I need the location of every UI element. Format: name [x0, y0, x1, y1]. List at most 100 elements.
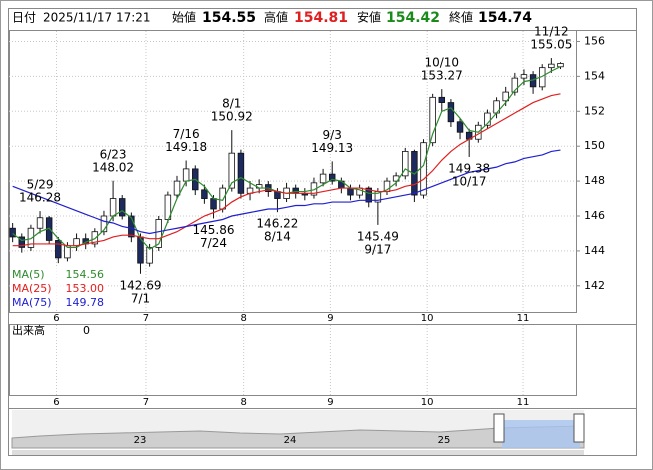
x-tick-label: 7	[143, 313, 149, 324]
candle-body	[484, 112, 491, 126]
legend-name: MA(5)	[12, 268, 45, 281]
candle-body	[502, 91, 509, 102]
annotation-value: 149.13	[311, 141, 353, 155]
y-tick-label: 154	[584, 69, 605, 82]
annotation-value: 145.49	[357, 229, 399, 243]
candle-body	[456, 121, 464, 133]
annotation-value: 150.92	[211, 110, 253, 124]
candle-body	[91, 231, 99, 245]
candle-body	[557, 63, 564, 68]
y-tick-label: 150	[584, 139, 605, 152]
candle-body	[319, 173, 327, 184]
legend-name: MA(25)	[12, 282, 52, 295]
candle-body	[511, 77, 519, 93]
navigator-selection[interactable]	[502, 420, 580, 448]
header: 日付 2025/11/17 17:21 始値 154.55 高値 154.81 …	[12, 10, 532, 27]
candle-body	[155, 219, 162, 248]
annotation-value: 153.27	[421, 69, 463, 83]
x-tick-label: 8	[240, 313, 246, 324]
ma-line	[12, 93, 561, 247]
navigator-handle[interactable]	[493, 413, 505, 443]
annotation-value: 149.38	[448, 162, 490, 176]
x-tick-label: 11	[517, 397, 530, 408]
annotation-date: 8/1	[222, 97, 241, 111]
volume-frame	[9, 324, 577, 396]
scrollbar[interactable]	[12, 450, 584, 455]
candle-body	[201, 189, 208, 199]
candle-body	[402, 151, 409, 177]
candle-body	[447, 102, 455, 123]
candle-body	[274, 191, 281, 199]
annotation-date: 8/14	[264, 230, 291, 244]
annotation-date: 10/17	[452, 175, 487, 189]
datetime: 2025/11/17 17:21	[43, 11, 151, 25]
y-tick-label: 146	[584, 209, 605, 222]
navigator-handle[interactable]	[573, 413, 585, 443]
candle-body	[18, 236, 26, 248]
panel-frame	[8, 8, 637, 456]
candle-body	[36, 217, 44, 229]
y-tick-label: 148	[584, 174, 605, 187]
x-tick-label: 9	[327, 397, 333, 408]
candle-body	[128, 215, 135, 238]
candle-body	[420, 142, 427, 196]
x-tick-label: 9	[327, 313, 333, 324]
close-label: 終値	[449, 10, 473, 25]
annotation-value: 148.02	[92, 160, 134, 174]
y-tick-label: 144	[584, 244, 605, 257]
candle-body	[237, 152, 245, 194]
candle-body	[73, 238, 80, 247]
annotation-date: 11/12	[534, 25, 569, 39]
x-tick-label: 10	[421, 397, 434, 408]
close-value: 154.74	[478, 10, 532, 26]
candle-body	[429, 96, 436, 144]
legend-box	[10, 268, 106, 310]
annotation-value: 149.18	[165, 140, 207, 154]
candle-body	[347, 187, 354, 196]
annotation-date: 10/10	[424, 56, 459, 70]
candle-body	[109, 198, 117, 217]
candle-body	[365, 187, 372, 203]
candle-body	[173, 180, 181, 196]
high-value: 154.81	[294, 10, 348, 26]
candle-body	[146, 247, 153, 264]
y-tick-label: 142	[584, 279, 605, 292]
x-tick-label: 8	[240, 397, 246, 408]
candle-body	[210, 198, 217, 210]
candle-body	[228, 152, 236, 189]
volume-label: 出来高	[12, 323, 45, 337]
candle-body	[9, 227, 16, 238]
high-label: 高値	[264, 10, 288, 25]
annotation-date: 6/23	[100, 147, 127, 161]
candle-body	[438, 96, 446, 103]
candle-body	[100, 215, 108, 233]
annotation-value: 142.69	[119, 278, 161, 292]
annotation-date: 9/17	[364, 242, 391, 256]
low-value: 154.42	[386, 10, 440, 26]
x-tick-label: 7	[143, 397, 149, 408]
annotation-date: 7/1	[131, 291, 150, 305]
legend-name: MA(75)	[12, 296, 52, 309]
y-tick-label: 156	[584, 34, 605, 47]
candle-body	[27, 227, 35, 248]
open-label: 始値	[172, 10, 196, 25]
plot-frame	[9, 30, 577, 313]
navigator-label: 23	[134, 435, 147, 446]
open-value: 154.55	[202, 10, 256, 26]
annotation-date: 9/3	[323, 128, 342, 142]
candle-body	[219, 187, 226, 210]
ma-line	[12, 149, 561, 235]
candle-body	[520, 74, 528, 79]
annotation-date: 5/29	[27, 178, 54, 192]
navigator-label: 24	[284, 435, 297, 446]
x-tick-label: 11	[517, 313, 530, 324]
low-label: 安値	[357, 10, 381, 25]
candle-body	[548, 63, 555, 69]
date-label: 日付	[12, 11, 36, 25]
annotation-value: 155.05	[530, 38, 572, 52]
y-tick-label: 152	[584, 104, 605, 117]
volume-value: 0	[83, 324, 90, 337]
legend-value: 153.00	[66, 282, 105, 295]
candle-body	[328, 173, 336, 182]
x-tick-label: 6	[53, 313, 59, 324]
